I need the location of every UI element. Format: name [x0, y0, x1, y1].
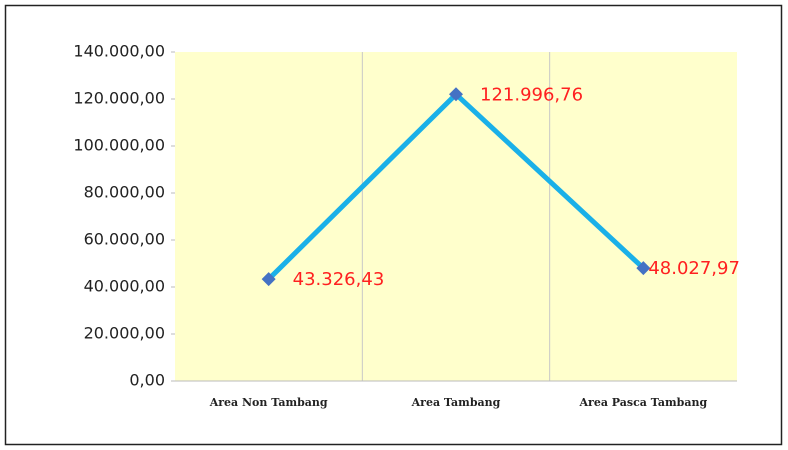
marker: [449, 87, 463, 102]
data-label: 43.326,43: [293, 269, 385, 290]
plot-area: [175, 52, 737, 381]
x-tick-label: Area Non Tambang: [209, 396, 328, 409]
x-tick-label: Area Tambang: [411, 396, 501, 409]
data-label: 48.027,97: [648, 258, 740, 279]
y-tick-label: 60.000,00: [84, 230, 165, 249]
y-tick-label: 40.000,00: [84, 277, 165, 296]
y-tick-label: 80.000,00: [84, 183, 165, 202]
data-label: 121.996,76: [480, 84, 583, 105]
marker: [636, 261, 651, 276]
y-tick-label: 120.000,00: [73, 89, 165, 108]
marker: [261, 272, 276, 287]
x-tick-label: Area Pasca Tambang: [579, 396, 708, 409]
y-tick-label: 20.000,00: [84, 324, 165, 343]
y-tick-label: 100.000,00: [73, 136, 165, 155]
y-tick-label: 0,00: [129, 371, 165, 390]
y-tick-label: 140.000,00: [73, 42, 165, 61]
